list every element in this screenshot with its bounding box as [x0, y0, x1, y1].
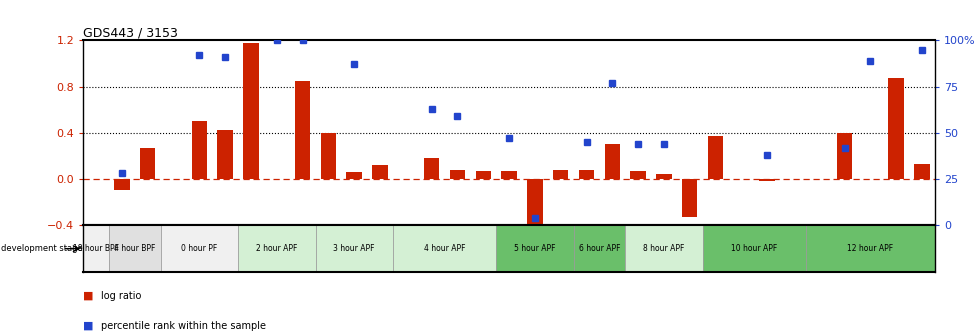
Bar	[573, 225, 625, 272]
Bar	[604, 144, 619, 179]
Bar	[243, 43, 258, 179]
Bar	[526, 179, 542, 233]
Bar	[315, 225, 392, 272]
Bar	[238, 225, 315, 272]
Text: percentile rank within the sample: percentile rank within the sample	[101, 321, 266, 331]
Bar	[805, 225, 934, 272]
Text: log ratio: log ratio	[101, 291, 141, 301]
Bar	[553, 170, 568, 179]
Bar	[578, 170, 594, 179]
Bar	[836, 133, 852, 179]
Bar	[83, 225, 109, 272]
Text: 5 hour APF: 5 hour APF	[513, 244, 556, 253]
Text: 8 hour APF: 8 hour APF	[643, 244, 684, 253]
Bar	[423, 158, 439, 179]
Bar	[702, 225, 805, 272]
Bar	[294, 81, 310, 179]
Text: 18 hour BPF: 18 hour BPF	[73, 244, 119, 253]
Text: ■: ■	[83, 321, 94, 331]
Bar	[888, 78, 903, 179]
Bar	[449, 170, 465, 179]
Bar	[192, 121, 207, 179]
Bar	[140, 148, 156, 179]
Bar	[625, 225, 702, 272]
Bar	[346, 172, 362, 179]
Text: 10 hour APF: 10 hour APF	[731, 244, 777, 253]
Bar	[114, 179, 129, 191]
Text: 2 hour APF: 2 hour APF	[256, 244, 297, 253]
Bar	[501, 171, 516, 179]
Text: 6 hour APF: 6 hour APF	[578, 244, 619, 253]
Bar	[655, 174, 671, 179]
Text: development stage: development stage	[1, 244, 83, 253]
Bar	[372, 165, 387, 179]
Text: GDS443 / 3153: GDS443 / 3153	[83, 26, 178, 39]
Bar	[217, 130, 233, 179]
Bar	[475, 171, 491, 179]
Bar	[109, 225, 160, 272]
Bar	[913, 164, 929, 179]
Bar	[759, 179, 775, 181]
Bar	[321, 133, 335, 179]
Bar	[707, 136, 723, 179]
Text: 4 hour BPF: 4 hour BPF	[114, 244, 156, 253]
Bar	[630, 171, 645, 179]
Text: 12 hour APF: 12 hour APF	[847, 244, 893, 253]
Text: 3 hour APF: 3 hour APF	[333, 244, 375, 253]
Bar	[392, 225, 496, 272]
Bar	[496, 225, 573, 272]
Bar	[682, 179, 696, 217]
Text: 0 hour PF: 0 hour PF	[181, 244, 217, 253]
Text: 4 hour APF: 4 hour APF	[423, 244, 465, 253]
Bar	[160, 225, 238, 272]
Text: ■: ■	[83, 291, 94, 301]
